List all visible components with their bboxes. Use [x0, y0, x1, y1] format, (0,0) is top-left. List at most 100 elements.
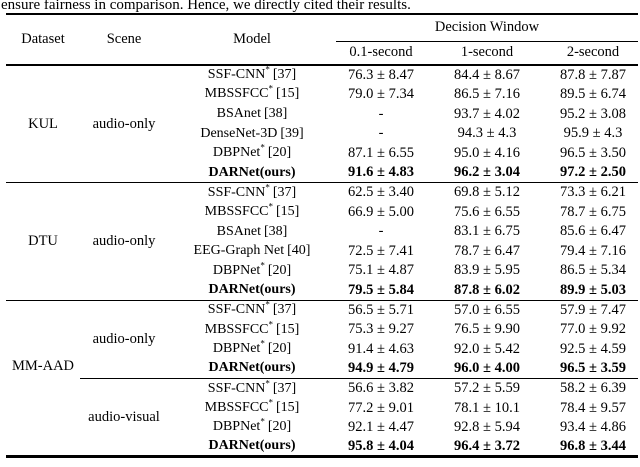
- column-header-scene: Scene: [80, 14, 168, 66]
- accuracy-value: 95.2 ± 3.08: [560, 105, 626, 122]
- model-citation: [39]: [280, 125, 304, 141]
- accuracy-value: -: [378, 105, 384, 122]
- accuracy-value: 56.5 ± 5.71: [336, 299, 426, 320]
- model-citation: [40]: [287, 243, 311, 259]
- results-table: Dataset Scene Model Decision Window 0.1-…: [6, 13, 639, 459]
- column-header-model: Model: [168, 14, 336, 66]
- accuracy-value: 96.2 ± 3.04: [454, 164, 520, 181]
- table-row: MBSSFCC* [15] 77.2 ± 9.01 78.1 ± 10.1 78.4 ±…: [6, 398, 638, 418]
- column-header-window-2s: 2-second: [548, 41, 639, 66]
- accuracy-value: 79.4 ± 7.16: [560, 242, 626, 259]
- accuracy-value: -: [378, 125, 384, 142]
- model-name: MBSSFCC* [15]: [168, 202, 336, 222]
- accuracy-value: 72.5 ± 7.41: [348, 242, 414, 259]
- accuracy-value: 73.3 ± 6.21: [548, 182, 639, 203]
- table-row: DTU audio-only SSF-CNN* [37] 62.5 ± 3.40 69.8…: [6, 181, 639, 301]
- model-name-text: DBPNet: [212, 341, 261, 357]
- model-citation: [15]: [276, 321, 300, 337]
- model-name: DenseNet-3D [39]: [168, 124, 336, 144]
- accuracy-value: 77.0 ± 9.92: [560, 321, 626, 338]
- accuracy-value: 92.0 ± 5.42: [454, 340, 520, 357]
- model-name: SSF-CNN* [37]: [168, 65, 336, 85]
- scene-label: audio-only: [80, 299, 168, 380]
- accuracy-value: 92.8 ± 5.94: [454, 419, 520, 436]
- model-asterisk: *: [268, 83, 274, 94]
- table-row: BSAnet [38] - 93.7 ± 4.02 95.2 ± 3.08: [6, 104, 638, 124]
- model-name: SSF-CNN* [37]: [168, 181, 336, 203]
- model-name-text: SSF-CNN: [207, 302, 266, 318]
- header-row-top: Dataset Scene Model Decision Window: [6, 14, 639, 66]
- accuracy-value: 84.4 ± 8.67: [454, 67, 520, 84]
- model-name: DBPNet* [20]: [168, 339, 336, 359]
- header-row-windows: 0.1-second 1-second 2-second: [6, 41, 639, 66]
- intro-text: ensure fairness in comparison. Hence, we…: [1, 0, 411, 13]
- accuracy-value: 87.8 ± 7.87: [560, 67, 626, 84]
- scene-label: audio-visual: [80, 379, 168, 457]
- table-row: DBPNet* [20] 92.1 ± 4.47 92.8 ± 5.94 93.4 ± …: [6, 417, 638, 438]
- scene-label-text: audio-only: [92, 115, 156, 132]
- accuracy-value: -: [378, 223, 384, 240]
- table-row: MM-AAD audio-only SSF-CNN* [37] 56.5 ± 5.71 5…: [6, 299, 639, 457]
- accuracy-value: 87.8 ± 6.02: [454, 281, 520, 298]
- model-citation: [20]: [267, 419, 292, 435]
- model-citation: [15]: [276, 399, 300, 415]
- accuracy-value: 79.5 ± 5.84: [348, 281, 414, 298]
- model-name-text: MBSSFCC: [204, 321, 269, 337]
- accuracy-value: 83.9 ± 5.95: [454, 262, 520, 279]
- model-asterisk: *: [265, 299, 270, 310]
- model-name-text: EEG-Graph Net: [193, 243, 285, 259]
- accuracy-value: 87.1 ± 6.55: [348, 144, 414, 161]
- table-row: DARNet(ours) 91.6 ± 4.83 96.2 ± 3.04 97.2 ±…: [6, 163, 638, 183]
- model-name-text: SSF-CNN: [207, 184, 266, 200]
- model-name: DBPNet* [20]: [168, 417, 336, 438]
- accuracy-value: 62.5 ± 3.40: [336, 182, 426, 203]
- accuracy-value: 57.9 ± 7.47: [548, 299, 639, 320]
- scene-label-text: audio-only: [92, 233, 156, 250]
- model-name-text: MBSSFCC: [204, 399, 269, 415]
- results-table-header: Dataset Scene Model Decision Window 0.1-…: [6, 14, 639, 66]
- accuracy-value: 69.8 ± 5.12: [426, 182, 548, 203]
- scene-label: audio-only: [80, 182, 168, 301]
- accuracy-value: 89.9 ± 5.03: [560, 281, 626, 298]
- scene-label-text: audio-visual: [88, 408, 160, 425]
- accuracy-value: 66.9 ± 5.00: [348, 203, 414, 220]
- table-row: DARNet(ours) 79.5 ± 5.84 87.8 ± 6.02 89.9 ±…: [6, 281, 638, 301]
- scene-label-text: audio-only: [92, 331, 156, 348]
- accuracy-value: 93.7 ± 4.02: [454, 105, 520, 122]
- model-citation: [37]: [272, 67, 297, 83]
- model-asterisk: *: [268, 318, 274, 329]
- model-name: MBSSFCC* [15]: [168, 83, 336, 105]
- accuracy-value: 95.0 ± 4.16: [454, 144, 520, 161]
- accuracy-value: 78.7 ± 6.75: [560, 203, 626, 220]
- accuracy-value: 96.8 ± 3.44: [560, 438, 626, 455]
- model-name: MBSSFCC* [15]: [168, 398, 336, 418]
- accuracy-value: 92.1 ± 4.47: [348, 419, 414, 436]
- model-name-text: DARNet(ours): [208, 360, 296, 376]
- model-name-text: DBPNet: [212, 419, 261, 435]
- model-name: DBPNet* [20]: [168, 261, 336, 281]
- table-row: EEG-Graph Net [40] 72.5 ± 7.41 78.7 ± 6.47 7…: [6, 241, 638, 261]
- model-citation: [37]: [272, 302, 297, 318]
- table-row: KUL audio-only SSF-CNN* [37] 76.3 ± 8.47 84.4…: [6, 65, 638, 131]
- table-row: DenseNet-3D [39] - 94.3 ± 4.3 95.9 ± 4.3: [6, 124, 638, 144]
- model-asterisk: *: [265, 181, 270, 192]
- accuracy-value: 94.3 ± 4.3: [457, 125, 517, 142]
- model-citation: [37]: [272, 184, 297, 200]
- results-table-body: KUL audio-only SSF-CNN* [37] 76.3 ± 8.47 84.4…: [6, 65, 639, 457]
- model-citation: [20]: [267, 145, 292, 161]
- table-row: DARNet(ours) 95.8 ± 4.04 96.4 ± 3.72 96.8 ±…: [6, 437, 638, 457]
- model-name-text: DARNet(ours): [208, 438, 296, 454]
- model-citation: [15]: [276, 86, 300, 102]
- model-name-text: DARNet(ours): [208, 282, 296, 298]
- accuracy-value: 79.0 ± 7.34: [348, 86, 414, 103]
- table-row: MBSSFCC* [15] 79.0 ± 7.34 86.5 ± 7.16 89.5 ±…: [6, 83, 638, 105]
- model-name: BSAnet [38]: [168, 104, 336, 124]
- table-row: audio-visual SSF-CNN* [37] 56.6 ± 3.82 57.2 …: [6, 378, 638, 424]
- accuracy-value: 75.6 ± 6.55: [454, 203, 520, 220]
- accuracy-value: 76.5 ± 9.90: [454, 321, 520, 338]
- model-citation: [38]: [264, 105, 288, 121]
- accuracy-value: 97.2 ± 2.50: [560, 164, 626, 181]
- table-row: DBPNet* [20] 91.4 ± 4.63 92.0 ± 5.42 92.5 ± …: [6, 339, 638, 359]
- column-header-window-0.1s: 0.1-second: [336, 41, 426, 66]
- dataset-label: KUL: [6, 65, 80, 183]
